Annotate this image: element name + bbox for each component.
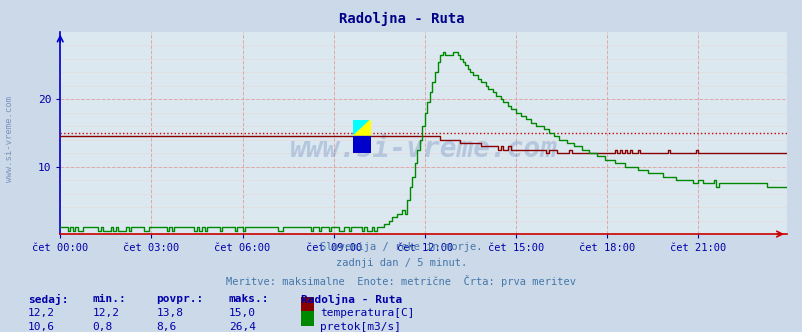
Text: zadnji dan / 5 minut.: zadnji dan / 5 minut.	[335, 258, 467, 268]
Text: sedaj:: sedaj:	[28, 294, 68, 305]
Text: Radoljna - Ruta: Radoljna - Ruta	[338, 12, 464, 26]
Polygon shape	[353, 120, 371, 136]
Text: maks.:: maks.:	[229, 294, 269, 304]
Text: povpr.:: povpr.:	[156, 294, 204, 304]
Text: www.si-vreme.com: www.si-vreme.com	[290, 135, 557, 163]
Text: Slovenija / reke in morje.: Slovenija / reke in morje.	[320, 242, 482, 252]
Text: Radoljna - Ruta: Radoljna - Ruta	[301, 294, 402, 305]
Text: 13,8: 13,8	[156, 308, 184, 318]
Text: 0,8: 0,8	[92, 322, 112, 332]
Text: 26,4: 26,4	[229, 322, 256, 332]
Text: Meritve: maksimalne  Enote: metrične  Črta: prva meritev: Meritve: maksimalne Enote: metrične Črta…	[226, 275, 576, 287]
Text: 12,2: 12,2	[28, 308, 55, 318]
Polygon shape	[353, 120, 371, 136]
Text: min.:: min.:	[92, 294, 126, 304]
Text: www.si-vreme.com: www.si-vreme.com	[5, 96, 14, 183]
Text: 12,2: 12,2	[92, 308, 119, 318]
Text: temperatura[C]: temperatura[C]	[320, 308, 415, 318]
Polygon shape	[353, 136, 371, 153]
Text: pretok[m3/s]: pretok[m3/s]	[320, 322, 401, 332]
Text: 8,6: 8,6	[156, 322, 176, 332]
Text: 15,0: 15,0	[229, 308, 256, 318]
Text: 10,6: 10,6	[28, 322, 55, 332]
